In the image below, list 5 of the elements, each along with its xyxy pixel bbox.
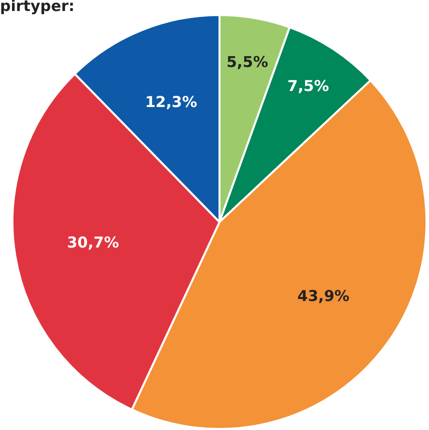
data-label: 7,5% bbox=[287, 76, 330, 95]
data-label: 30,7% bbox=[66, 233, 119, 252]
data-label: 5,5% bbox=[226, 52, 268, 71]
data-label: 12,3% bbox=[145, 93, 198, 112]
data-label: 43,9% bbox=[297, 287, 350, 306]
